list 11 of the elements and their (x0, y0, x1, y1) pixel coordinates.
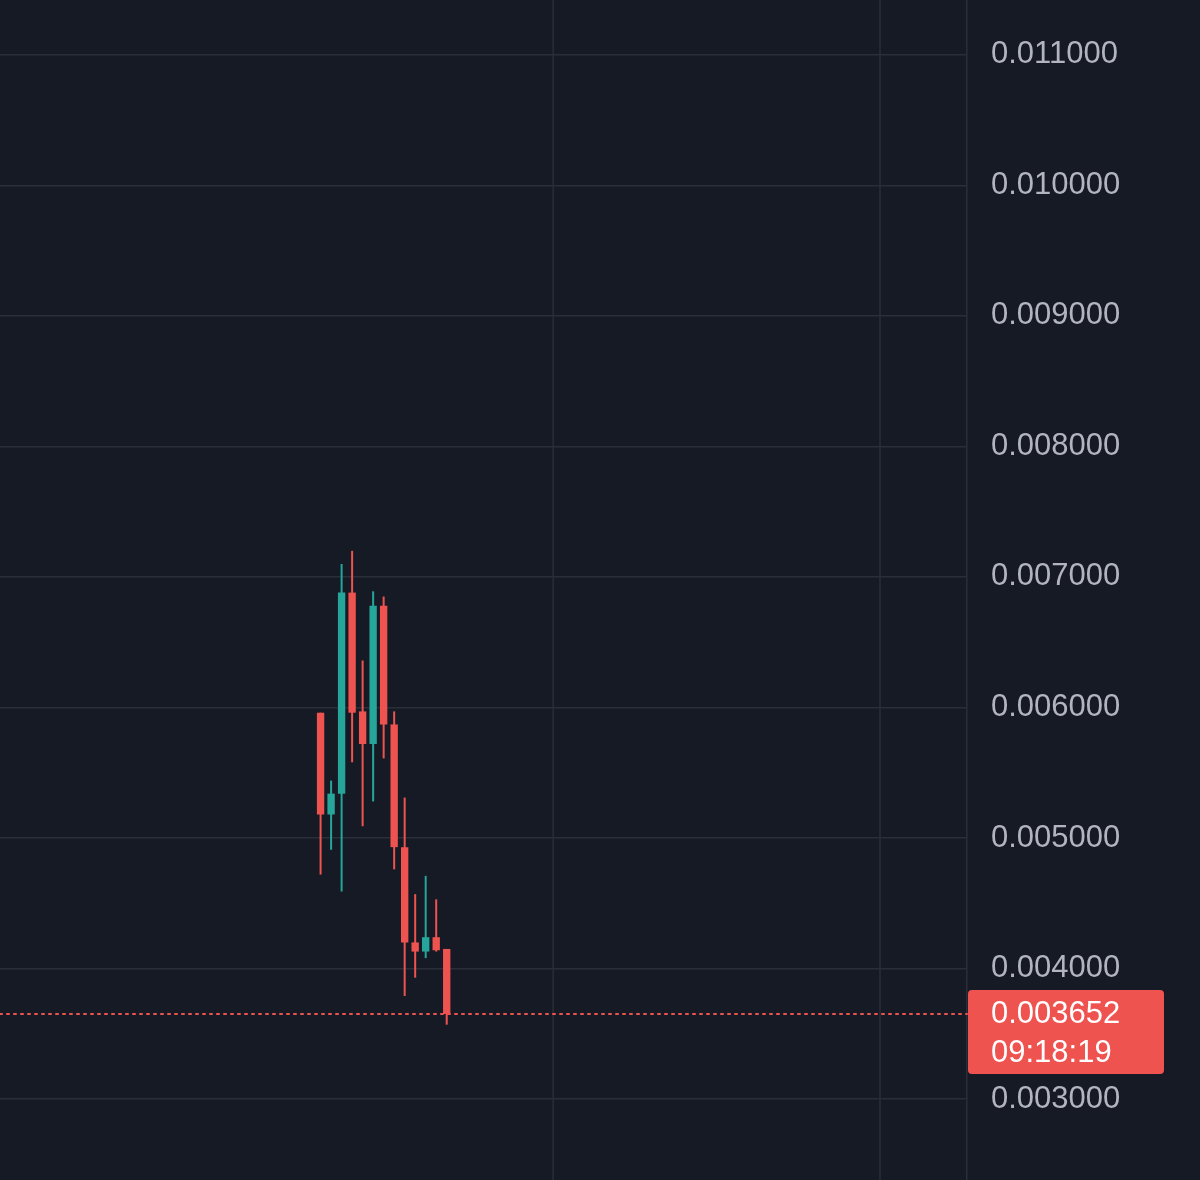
y-tick-label: 0.004000 (991, 949, 1121, 985)
y-tick-label: 0.003000 (991, 1079, 1121, 1115)
y-tick-label: 0.007000 (991, 557, 1121, 593)
y-tick-label: 0.006000 (991, 688, 1121, 724)
y-tick-label: 0.009000 (991, 296, 1121, 332)
y-tick-label: 0.005000 (991, 818, 1121, 854)
y-tick-label: 0.011000 (991, 35, 1118, 71)
ref-line-label: 0.003652 (991, 994, 1121, 1030)
text: 09:18:19 (991, 1033, 1112, 1069)
y-tick-label: 0.008000 (991, 426, 1121, 462)
y-tick-label: 0.010000 (991, 165, 1121, 201)
